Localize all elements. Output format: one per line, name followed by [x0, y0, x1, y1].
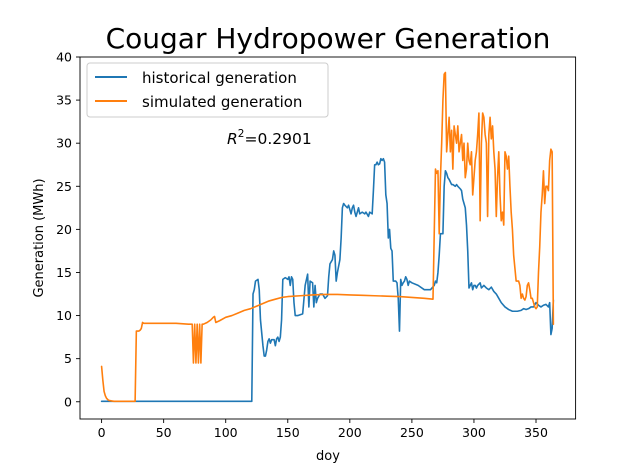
r-squared-value: =0.2901 [244, 130, 311, 148]
x-tick-label: 300 [462, 425, 486, 440]
y-tick-label: 40 [56, 50, 72, 65]
x-tick-label: 150 [276, 425, 300, 440]
x-tick-label: 50 [156, 425, 172, 440]
x-tick-label: 200 [338, 425, 362, 440]
r-squared-symbol: R [227, 130, 238, 148]
series-line-historical [100, 157, 555, 403]
chart-title: Cougar Hydropower Generation [106, 22, 551, 55]
x-tick-label: 250 [400, 425, 424, 440]
y-tick-label: 10 [56, 308, 72, 323]
legend-label-historical: historical generation [142, 69, 297, 87]
y-axis-ticks: 0 5 10 15 20 25 30 35 40 [56, 50, 80, 409]
y-axis-label: Generation (MWh) [32, 178, 47, 297]
y-tick-label: 0 [64, 394, 72, 409]
legend: historical generation simulated generati… [86, 62, 329, 118]
x-tick-label: 350 [524, 425, 548, 440]
x-tick-label: 100 [214, 425, 238, 440]
x-tick-label: 0 [98, 425, 106, 440]
y-tick-label: 25 [56, 179, 72, 194]
r-squared-annotation: R2=0.2901 [227, 128, 312, 148]
y-tick-label: 30 [56, 136, 72, 151]
y-tick-label: 15 [56, 265, 72, 280]
legend-label-simulated: simulated generation [142, 93, 302, 111]
y-tick-label: 20 [56, 222, 72, 237]
x-axis-label: doy [316, 449, 340, 464]
series-layer [100, 71, 555, 403]
y-tick-label: 5 [64, 351, 72, 366]
plot-frame [79, 56, 577, 420]
y-tick-label: 35 [56, 93, 72, 108]
r-squared-superscript: 2 [238, 128, 245, 140]
legend-box [86, 62, 329, 118]
series-line-simulated [100, 71, 555, 403]
x-axis-ticks: 0 50 100 150 200 250 300 350 [98, 419, 548, 440]
